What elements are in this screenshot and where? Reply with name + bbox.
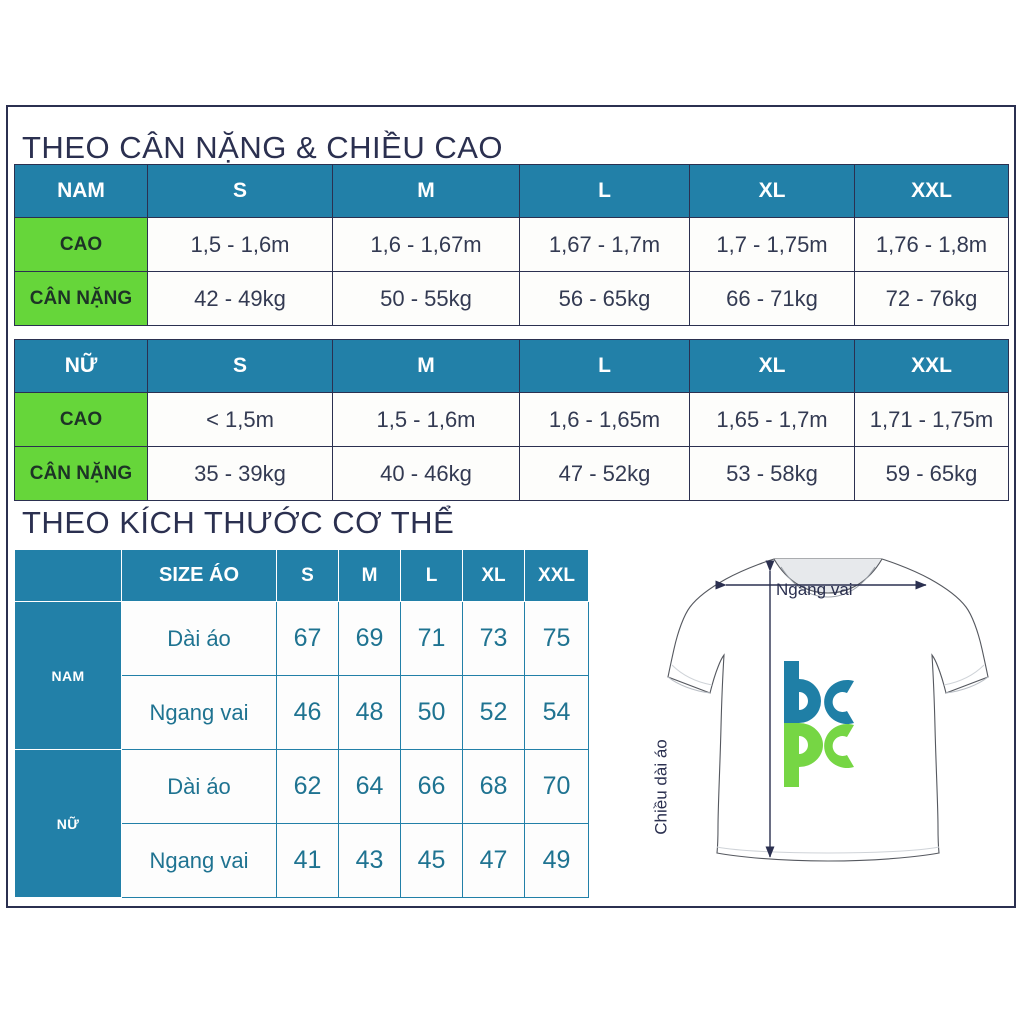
men-height-s: 1,5 - 1,6m <box>147 217 333 272</box>
men-height-row-label: CAO <box>14 217 148 272</box>
size-header-l: L <box>519 339 690 393</box>
men-weight-height-table: NAM S M L XL XXL CAO 1,5 - 1,6m 1,6 - 1,… <box>14 164 1009 326</box>
women-shirt-length-s: 62 <box>276 749 339 824</box>
men-weight-l: 56 - 65kg <box>519 271 690 326</box>
women-shirt-length-xxl: 70 <box>524 749 589 824</box>
men-weight-m: 50 - 55kg <box>332 271 520 326</box>
men-height-xxl: 1,76 - 1,8m <box>854 217 1009 272</box>
men-weight-xxl: 72 - 76kg <box>854 271 1009 326</box>
table-row: NAM Dài áo 67 69 71 73 75 <box>14 601 589 750</box>
men-shoulder-l: 50 <box>400 675 463 750</box>
body-group-women-label: NỮ <box>14 749 122 898</box>
women-height-xxl: 1,71 - 1,75m <box>854 392 1009 447</box>
men-gender-header: NAM <box>14 164 148 218</box>
women-height-s: < 1,5m <box>147 392 333 447</box>
men-shirt-length-s: 67 <box>276 601 339 676</box>
size-header-s: S <box>147 164 333 218</box>
table-row: Ngang vai 41 43 45 47 49 <box>15 823 589 898</box>
chart-panel: THEO CÂN NẶNG & CHIỀU CAO NAM S M L XL X… <box>6 105 1016 908</box>
women-weight-m: 40 - 46kg <box>332 446 520 501</box>
women-weight-s: 35 - 39kg <box>147 446 333 501</box>
table-header-row: SIZE ÁO S M L XL XXL <box>14 549 589 602</box>
table-row: CAO < 1,5m 1,5 - 1,6m 1,6 - 1,65m 1,65 -… <box>14 392 1009 447</box>
women-shoulder-xxl: 49 <box>524 823 589 898</box>
size-header-s: S <box>147 339 333 393</box>
size-header-xxl: XXL <box>854 164 1009 218</box>
men-shirt-length-label: Dài áo <box>121 601 277 676</box>
women-height-m: 1,5 - 1,6m <box>332 392 520 447</box>
women-shirt-length-l: 66 <box>400 749 463 824</box>
women-weight-xxl: 59 - 65kg <box>854 446 1009 501</box>
length-dimension-label: Chiều dài áo <box>651 739 671 835</box>
men-weight-xl: 66 - 71kg <box>689 271 855 326</box>
tshirt-illustration <box>667 558 989 862</box>
size-header-l: L <box>519 164 690 218</box>
women-height-xl: 1,65 - 1,7m <box>689 392 855 447</box>
size-header-xxl: XXL <box>854 339 1009 393</box>
section-title-weight-height: THEO CÂN NẶNG & CHIỀU CAO <box>22 130 503 165</box>
men-shoulder-label: Ngang vai <box>121 675 277 750</box>
section-title-body-measure: THEO KÍCH THƯỚC CƠ THỂ <box>22 505 455 540</box>
size-header-xl: XL <box>689 164 855 218</box>
table-row: NỮ Dài áo 62 64 66 68 70 <box>14 749 589 898</box>
women-height-l: 1,6 - 1,65m <box>519 392 690 447</box>
body-table-corner <box>14 549 122 602</box>
women-weight-xl: 53 - 58kg <box>689 446 855 501</box>
women-weight-height-table: NỮ S M L XL XXL CAO < 1,5m 1,5 - 1,6m 1,… <box>14 339 1009 501</box>
men-weight-s: 42 - 49kg <box>147 271 333 326</box>
men-shoulder-xxl: 54 <box>524 675 589 750</box>
women-shoulder-m: 43 <box>338 823 401 898</box>
tshirt-diagram: Ngang vai Chiều dài áo <box>648 527 1008 902</box>
size-header-m: M <box>332 164 520 218</box>
body-size-header-s: S <box>276 549 339 602</box>
table-row: CÂN NẶNG 35 - 39kg 40 - 46kg 47 - 52kg 5… <box>14 446 1009 501</box>
women-weight-row-label: CÂN NẶNG <box>14 446 148 501</box>
body-size-header-m: M <box>338 549 401 602</box>
table-header-row: NAM S M L XL XXL <box>14 164 1009 218</box>
body-size-header-l: L <box>400 549 463 602</box>
women-shirt-length-xl: 68 <box>462 749 525 824</box>
men-shirt-length-l: 71 <box>400 601 463 676</box>
men-height-l: 1,67 - 1,7m <box>519 217 690 272</box>
women-shoulder-xl: 47 <box>462 823 525 898</box>
men-shirt-length-m: 69 <box>338 601 401 676</box>
table-row: CAO 1,5 - 1,6m 1,6 - 1,67m 1,67 - 1,7m 1… <box>14 217 1009 272</box>
women-shirt-length-m: 64 <box>338 749 401 824</box>
men-shirt-length-xxl: 75 <box>524 601 589 676</box>
body-group-men-label: NAM <box>14 601 122 750</box>
men-height-xl: 1,7 - 1,75m <box>689 217 855 272</box>
body-size-header: SIZE ÁO <box>121 549 277 602</box>
shoulder-dimension-label: Ngang vai <box>776 580 853 599</box>
chart-inner: THEO CÂN NẶNG & CHIỀU CAO NAM S M L XL X… <box>8 107 1014 906</box>
size-header-m: M <box>332 339 520 393</box>
size-header-xl: XL <box>689 339 855 393</box>
women-gender-header: NỮ <box>14 339 148 393</box>
men-shoulder-xl: 52 <box>462 675 525 750</box>
men-height-m: 1,6 - 1,67m <box>332 217 520 272</box>
table-row: Ngang vai 46 48 50 52 54 <box>15 675 589 750</box>
men-shirt-length-xl: 73 <box>462 601 525 676</box>
body-size-header-xxl: XXL <box>524 549 589 602</box>
women-shirt-length-label: Dài áo <box>121 749 277 824</box>
women-height-row-label: CAO <box>14 392 148 447</box>
table-row: CÂN NẶNG 42 - 49kg 50 - 55kg 56 - 65kg 6… <box>14 271 1009 326</box>
women-shoulder-l: 45 <box>400 823 463 898</box>
body-measurement-table: SIZE ÁO S M L XL XXL NAM Dài áo 67 69 <box>14 549 589 898</box>
bcpc-logo <box>784 661 854 787</box>
women-shoulder-label: Ngang vai <box>121 823 277 898</box>
women-weight-l: 47 - 52kg <box>519 446 690 501</box>
men-shoulder-s: 46 <box>276 675 339 750</box>
women-shoulder-s: 41 <box>276 823 339 898</box>
men-shoulder-m: 48 <box>338 675 401 750</box>
body-size-header-xl: XL <box>462 549 525 602</box>
table-header-row: NỮ S M L XL XXL <box>14 339 1009 393</box>
men-weight-row-label: CÂN NẶNG <box>14 271 148 326</box>
